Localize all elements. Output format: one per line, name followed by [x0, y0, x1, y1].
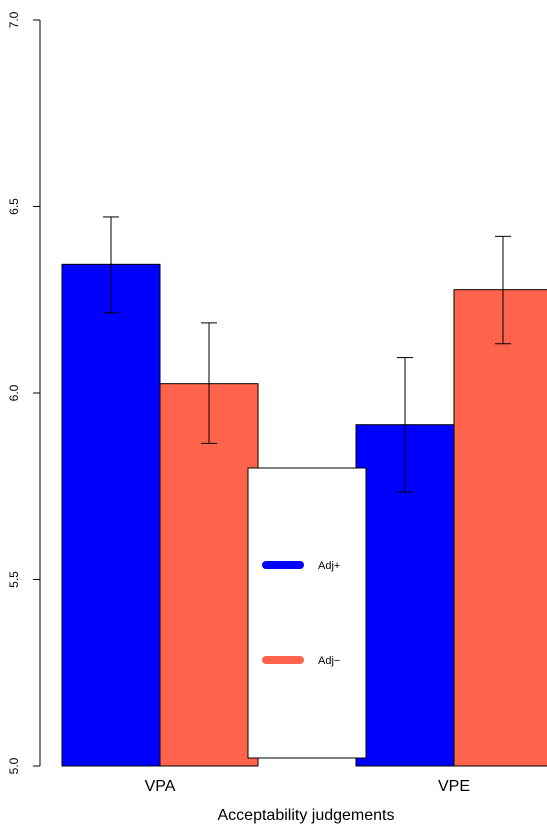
bar-vpa-adj-plus [61, 263, 161, 767]
legend-label-adj-plus: Adj+ [318, 560, 340, 572]
y-tick-label: 5.5 [7, 571, 21, 588]
legend-label-adj-minus: Adj− [318, 655, 340, 667]
bar-vpe-adj-minus [453, 289, 547, 767]
y-axis: 5.0 5.5 6.0 6.5 7.0 [7, 11, 41, 774]
legend-box [247, 467, 367, 759]
y-tick-label: 5.0 [7, 757, 21, 774]
plot-area [61, 216, 547, 767]
y-tick-label: 6.5 [7, 198, 21, 215]
x-tick-label: VPA [145, 778, 176, 795]
x-tick-label: VPE [438, 778, 470, 795]
x-axis: VPA VPE [145, 778, 470, 795]
legend: Adj+ Adj− [247, 467, 367, 759]
x-axis-title: Acceptability judgements [218, 807, 395, 824]
y-tick-label: 6.0 [7, 384, 21, 401]
y-tick-label: 7.0 [7, 11, 21, 28]
